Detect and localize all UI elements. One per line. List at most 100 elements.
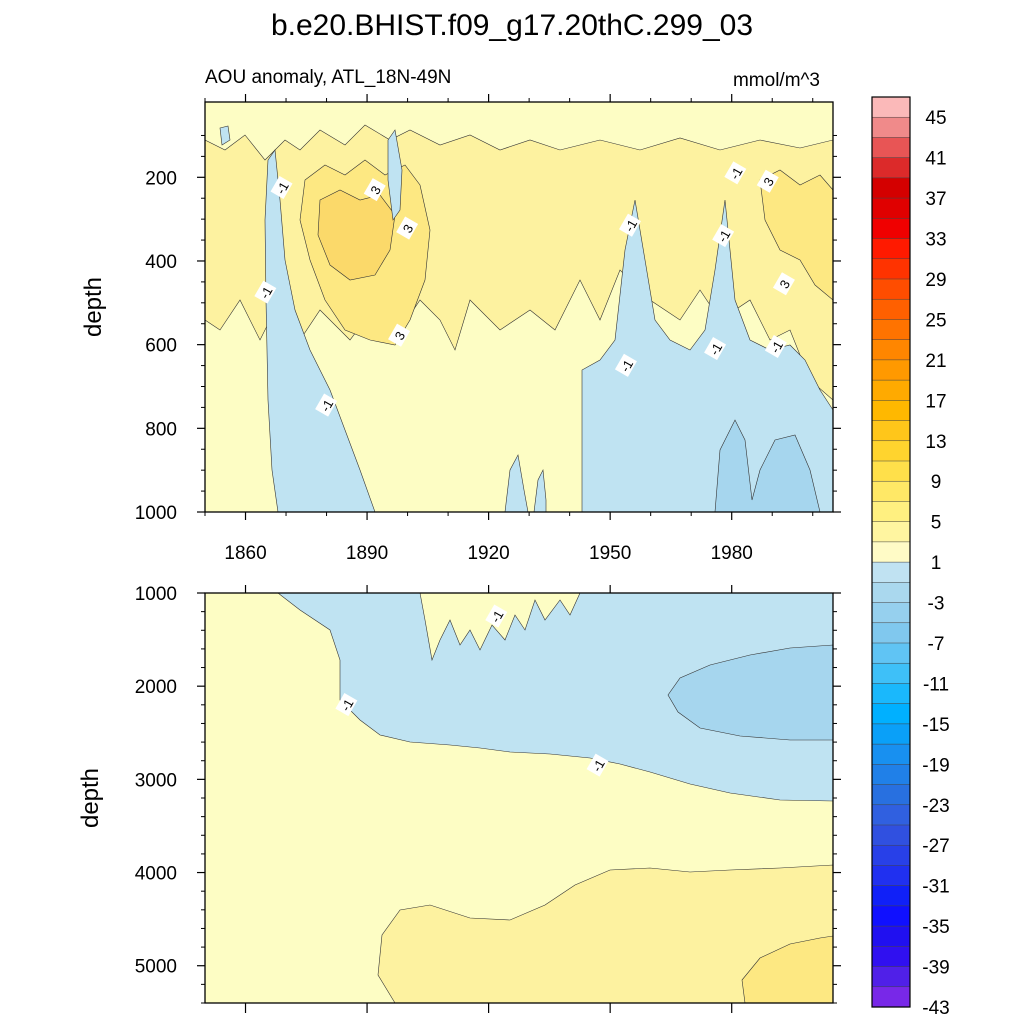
lower-y-tick-label: 1000 [135, 584, 177, 605]
upper-contour-label: 3 [388, 323, 411, 347]
lower-ylabel: depth [77, 768, 104, 828]
colorbar-swatch [871, 116, 911, 138]
colorbar-swatch [871, 844, 911, 866]
upper-contour-label: 3 [363, 178, 386, 202]
colorbar-label: 41 [925, 149, 946, 170]
colorbar-label: -43 [922, 998, 949, 1019]
colorbar-label: 17 [925, 391, 946, 412]
colorbar-swatch [871, 946, 911, 968]
colorbar-swatch [871, 865, 911, 887]
upper-y-tick-label: 400 [145, 252, 177, 273]
upper-contour-label: -1 [712, 224, 735, 248]
lower-y-tick-label: 2000 [135, 677, 177, 698]
upper-contour-label-bg [724, 161, 747, 185]
upper-contour-label: 3 [396, 216, 419, 240]
colorbar-label: 13 [925, 432, 946, 453]
upper-warm-peak [317, 189, 396, 281]
colorbar-swatch [871, 137, 911, 159]
lower-warm-notches [419, 593, 581, 662]
upper-cold-right [581, 199, 833, 512]
colorbar-swatch [871, 824, 911, 846]
upper-cold-left [264, 149, 376, 512]
upper-cold-patch [219, 125, 231, 146]
upper-x-tick-label: 1890 [346, 543, 388, 564]
chart-units: mmol/m^3 [733, 70, 820, 91]
colorbar-label: -11 [923, 674, 949, 695]
upper-contour-label-bg [614, 353, 637, 377]
colorbar-swatch [871, 662, 911, 684]
colorbar-frame [871, 96, 911, 1008]
colorbar-label: 21 [925, 351, 946, 372]
colorbar-swatch [871, 197, 911, 219]
colorbar-swatch [871, 440, 911, 462]
lower-y-tick-label: 3000 [135, 770, 177, 791]
colorbar-label: -19 [922, 755, 949, 776]
upper-y-tick-label: 200 [145, 168, 177, 189]
colorbar-label: -23 [922, 796, 949, 817]
upper-y-tick-label: 600 [145, 336, 177, 357]
upper-contour-label: 3 [756, 169, 779, 193]
lower-cold-region [277, 593, 833, 802]
colorbar-swatch [871, 905, 911, 927]
upper-contour-label-bg [704, 337, 727, 361]
upper-contour-label: -1 [315, 393, 338, 417]
colorbar-swatch [871, 177, 911, 199]
colorbar-label: -3 [928, 594, 945, 615]
lower-contour-label: -1 [586, 753, 609, 777]
colorbar-swatch [871, 460, 911, 482]
colorbar-swatch [871, 784, 911, 806]
colorbar-label: 37 [925, 189, 946, 210]
upper-contour-label: -1 [704, 337, 727, 361]
upper-contour-label: -1 [270, 175, 293, 200]
upper-y-tick-label: 800 [145, 419, 177, 440]
upper-contour-label: -1 [724, 161, 747, 185]
colorbar-swatch [871, 764, 911, 786]
upper-cold-patch [504, 454, 529, 512]
chart-title: b.e20.BHIST.f09_g17.20thC.299_03 [271, 9, 753, 42]
upper-contour-label-bg [363, 178, 386, 202]
colorbar-swatch [871, 96, 911, 118]
upper-contour-label-bg [315, 393, 338, 417]
upper-contour-label-bg [618, 213, 641, 237]
lower-contour-label-bg [586, 753, 609, 777]
colorbar-swatch [871, 703, 911, 725]
upper-contour-label-bg [388, 323, 411, 347]
lower-y-tick-label: 5000 [135, 957, 177, 978]
colorbar-label: -7 [928, 634, 945, 655]
colorbar-swatch [871, 379, 911, 401]
lower-contour-label-bg [335, 693, 358, 717]
upper-x-tick-label: 1980 [711, 543, 753, 564]
colorbar-label: 9 [931, 472, 942, 493]
lower-panel: 1000 2000 3000 4000 5000 -1 -1 -1 depth [77, 584, 841, 1013]
upper-contour-fills [205, 102, 833, 512]
lower-contour-labels: -1 -1 -1 [335, 604, 609, 777]
colorbar-swatch [871, 258, 911, 280]
colorbar: 45 41 37 33 29 25 21 17 13 9 5 1 -3 -7 -11 -15 -19 -23 -27… [871, 96, 950, 1019]
upper-contour-label: 3 [772, 272, 795, 296]
upper-ylabel: depth [80, 277, 107, 337]
colorbar-swatch [871, 966, 911, 988]
colorbar-swatch [871, 804, 911, 826]
upper-warm-right [759, 169, 833, 301]
upper-cold-patch [533, 468, 547, 512]
upper-contour-label: -1 [254, 280, 277, 304]
colorbar-label: 1 [931, 553, 942, 574]
upper-x-tick-label: 1950 [589, 543, 631, 564]
upper-axes: 200 400 600 800 1000 1860 1890 1920 1950 1980 [135, 94, 841, 564]
colorbar-swatch [871, 622, 911, 644]
upper-contour-label-bg [270, 175, 293, 200]
lower-contour-label: -1 [335, 693, 358, 717]
colorbar-label: -39 [922, 958, 949, 979]
colorbar-swatch [871, 642, 911, 664]
lower-warm-peak [741, 935, 833, 1003]
colorbar-swatch [871, 723, 911, 745]
upper-contour-label-bg [772, 272, 795, 296]
upper-panel: 200 400 600 800 1000 1860 1890 1920 1950 1980 -1 3… [80, 94, 841, 564]
colorbar-label: 25 [925, 310, 946, 331]
colorbar-label: -27 [922, 836, 949, 857]
upper-cold-deep [714, 419, 821, 512]
colorbar-swatch [871, 480, 911, 502]
upper-x-tick-label: 1860 [224, 543, 266, 564]
colorbar-swatch [871, 420, 911, 442]
